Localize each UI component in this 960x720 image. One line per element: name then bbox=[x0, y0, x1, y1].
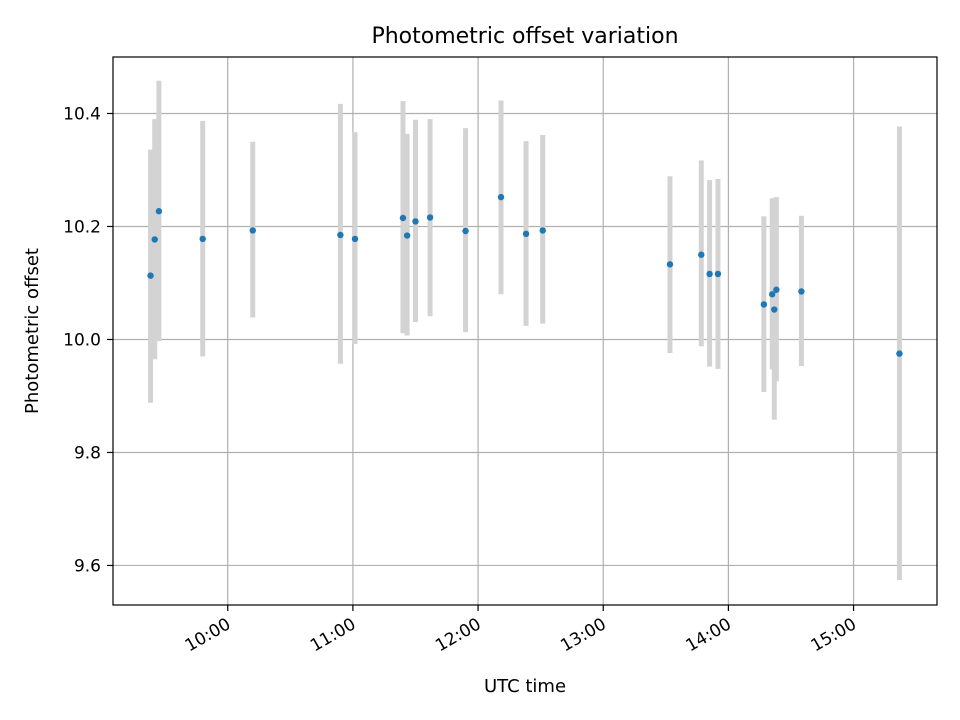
data-point bbox=[522, 230, 530, 238]
data-point bbox=[714, 270, 722, 278]
data-point bbox=[199, 235, 206, 243]
data-point bbox=[337, 231, 344, 239]
y-tick-label: 10.0 bbox=[63, 330, 101, 350]
data-point bbox=[412, 218, 419, 225]
data-point bbox=[666, 261, 674, 268]
data-point bbox=[426, 214, 434, 221]
y-axis-label: Photometric offset bbox=[22, 248, 43, 414]
data-point bbox=[896, 350, 903, 357]
data-point bbox=[771, 306, 778, 313]
data-point bbox=[155, 208, 163, 215]
data-point bbox=[539, 227, 546, 234]
data-point bbox=[760, 301, 768, 308]
y-tick-label: 9.8 bbox=[74, 443, 101, 463]
chart-title: Photometric offset variation bbox=[371, 24, 678, 49]
data-points bbox=[147, 193, 903, 357]
y-tick-label: 9.6 bbox=[74, 556, 101, 576]
data-point bbox=[769, 291, 776, 298]
data-point bbox=[773, 286, 780, 293]
data-point bbox=[147, 272, 154, 279]
data-point bbox=[151, 236, 158, 243]
data-point bbox=[698, 251, 705, 258]
x-axis-label: UTC time bbox=[484, 676, 566, 697]
data-point bbox=[351, 235, 359, 243]
data-point bbox=[249, 227, 256, 234]
y-tick-label: 10.2 bbox=[63, 217, 101, 237]
data-point bbox=[706, 270, 713, 278]
data-point bbox=[399, 214, 407, 222]
data-point bbox=[403, 232, 411, 239]
data-point bbox=[497, 193, 505, 201]
data-point bbox=[798, 288, 805, 295]
plot-area-frame bbox=[112, 56, 938, 606]
data-point bbox=[462, 227, 469, 235]
y-tick-label: 10.4 bbox=[63, 104, 101, 124]
